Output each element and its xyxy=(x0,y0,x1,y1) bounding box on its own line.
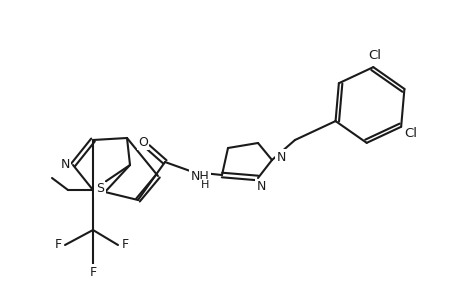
Text: N: N xyxy=(256,181,265,194)
Text: N: N xyxy=(60,158,69,170)
Text: NH: NH xyxy=(190,170,209,184)
Text: F: F xyxy=(54,238,62,251)
Text: N: N xyxy=(276,151,285,164)
Text: N: N xyxy=(95,184,105,196)
Text: Cl: Cl xyxy=(403,127,417,140)
Text: Cl: Cl xyxy=(367,49,380,62)
Text: N: N xyxy=(60,158,69,172)
Text: S: S xyxy=(96,182,104,194)
Text: F: F xyxy=(89,266,96,278)
Text: F: F xyxy=(121,238,128,251)
Text: O: O xyxy=(138,136,148,148)
Text: H: H xyxy=(201,180,209,190)
